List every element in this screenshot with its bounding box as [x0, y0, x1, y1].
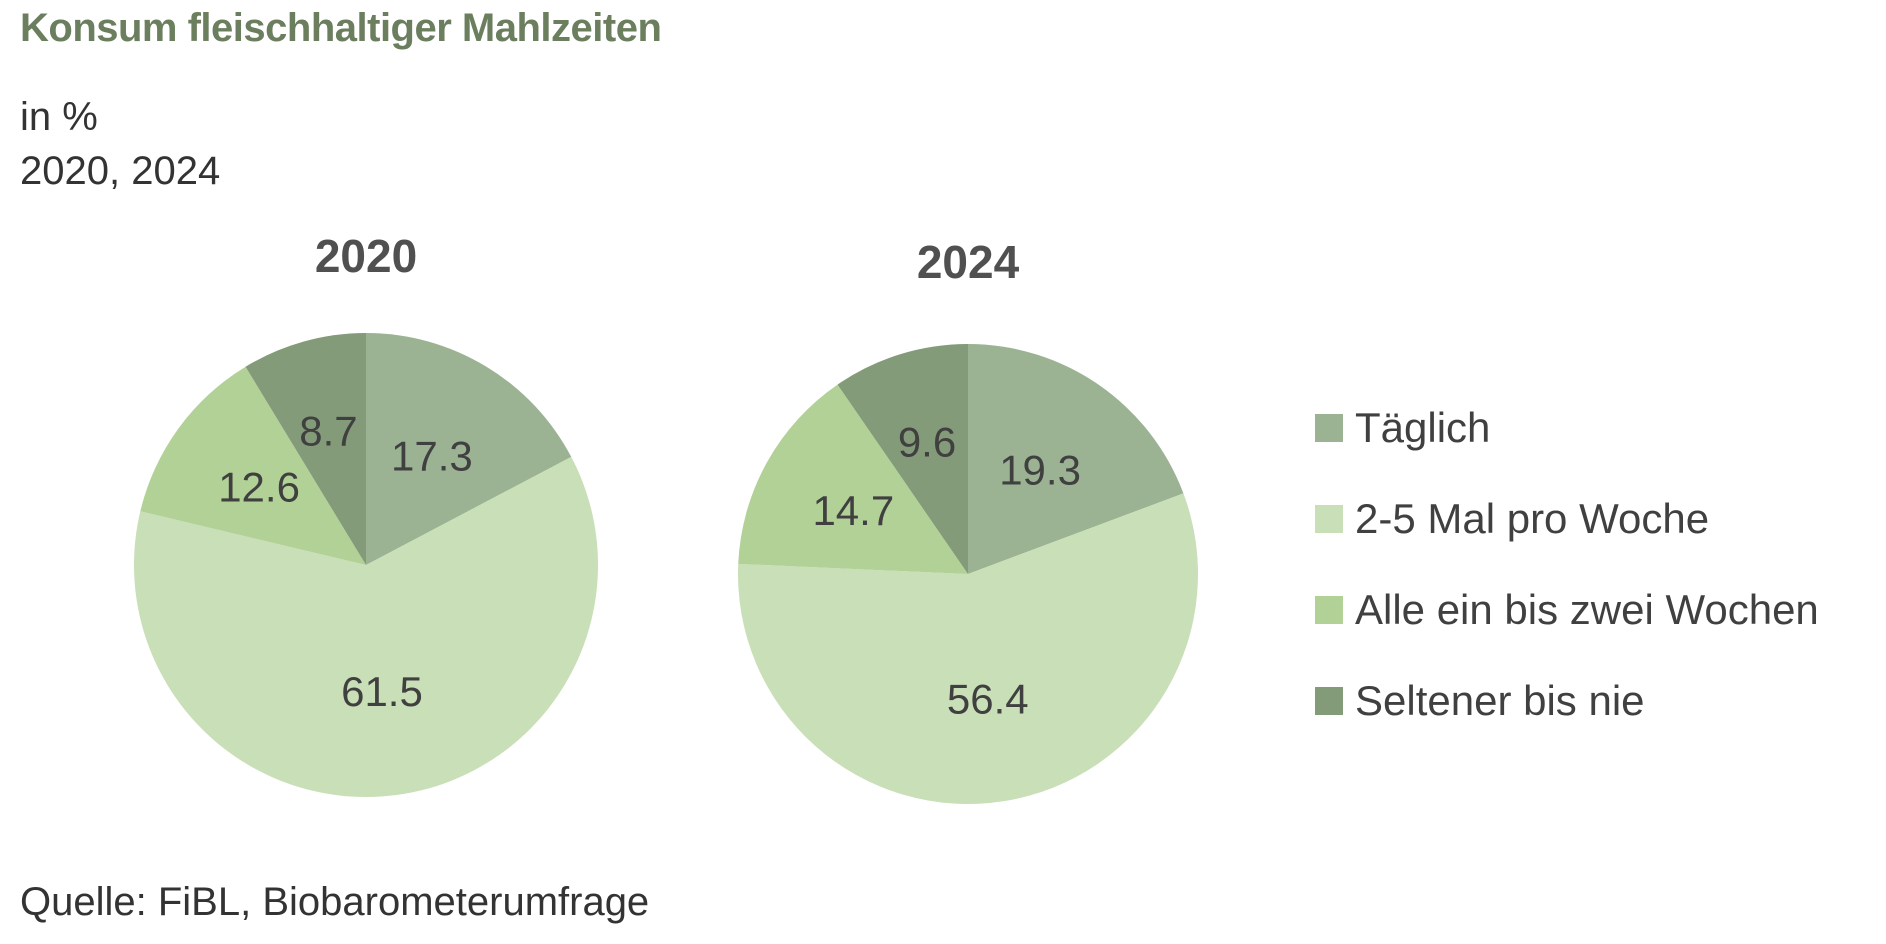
legend-swatch	[1315, 413, 1343, 442]
legend-item-alle-ein-bis-zwei-wochen: Alle ein bis zwei Wochen	[1315, 564, 1819, 655]
slice-value-label: 17.3	[391, 432, 473, 479]
pie-chart-2024: 19.3 56.4 14.79.6 2024	[738, 236, 1198, 804]
pie-title: 2024	[917, 236, 1020, 288]
slice-value-label: 14.7	[812, 487, 894, 534]
slice-value-label: 9.6	[898, 419, 956, 466]
legend-label: 2-5 Mal pro Woche	[1355, 494, 1710, 542]
pie-title: 2020	[315, 230, 417, 282]
pie-slice-2020-1	[366, 333, 572, 565]
legend-item-seltener-bis-nie: Seltener bis nie	[1315, 655, 1819, 746]
legend-swatch	[1315, 686, 1343, 715]
legend-item-taeglich: Täglich	[1315, 382, 1819, 473]
legend-swatch	[1315, 504, 1343, 533]
slice-value-label: 61.5	[341, 668, 423, 715]
slice-value-label: 8.7	[299, 407, 357, 454]
pie-slice-2020-2	[133, 456, 598, 798]
legend-label: Seltener bis nie	[1355, 676, 1645, 724]
legend-label: Täglich	[1355, 403, 1491, 451]
legend: Täglich 2-5 Mal pro Woche Alle ein bis z…	[1315, 382, 1819, 746]
chart-subtitle: in % 2020, 2024	[20, 90, 220, 198]
subtitle-years: 2020, 2024	[20, 149, 221, 193]
pie-slice-2024-4	[837, 344, 968, 574]
slice-value-label: 12.6	[218, 464, 300, 511]
pie-slice-2024-2	[738, 493, 1198, 804]
chart-title: Konsum fleischhaltiger Mahlzeiten	[20, 6, 662, 50]
legend-item-2-5-mal: 2-5 Mal pro Woche	[1315, 473, 1819, 564]
source-note: Quelle: FiBL, Biobarometerumfrage	[20, 880, 650, 924]
slice-value-label: 56.4	[947, 675, 1029, 722]
legend-label: Alle ein bis zwei Wochen	[1355, 585, 1819, 633]
pie-slice-2020-3	[140, 366, 366, 565]
pie-slice-2024-1	[968, 344, 1184, 574]
legend-swatch	[1315, 595, 1343, 624]
subtitle-unit: in %	[20, 95, 98, 139]
pie-chart-2020: 17.3 61.5 12.6 8.7 2020	[133, 230, 598, 798]
slice-value-label: 19.3	[999, 447, 1081, 494]
pie-slice-2020-4	[245, 333, 366, 565]
pie-slice-2024-3	[738, 384, 968, 574]
